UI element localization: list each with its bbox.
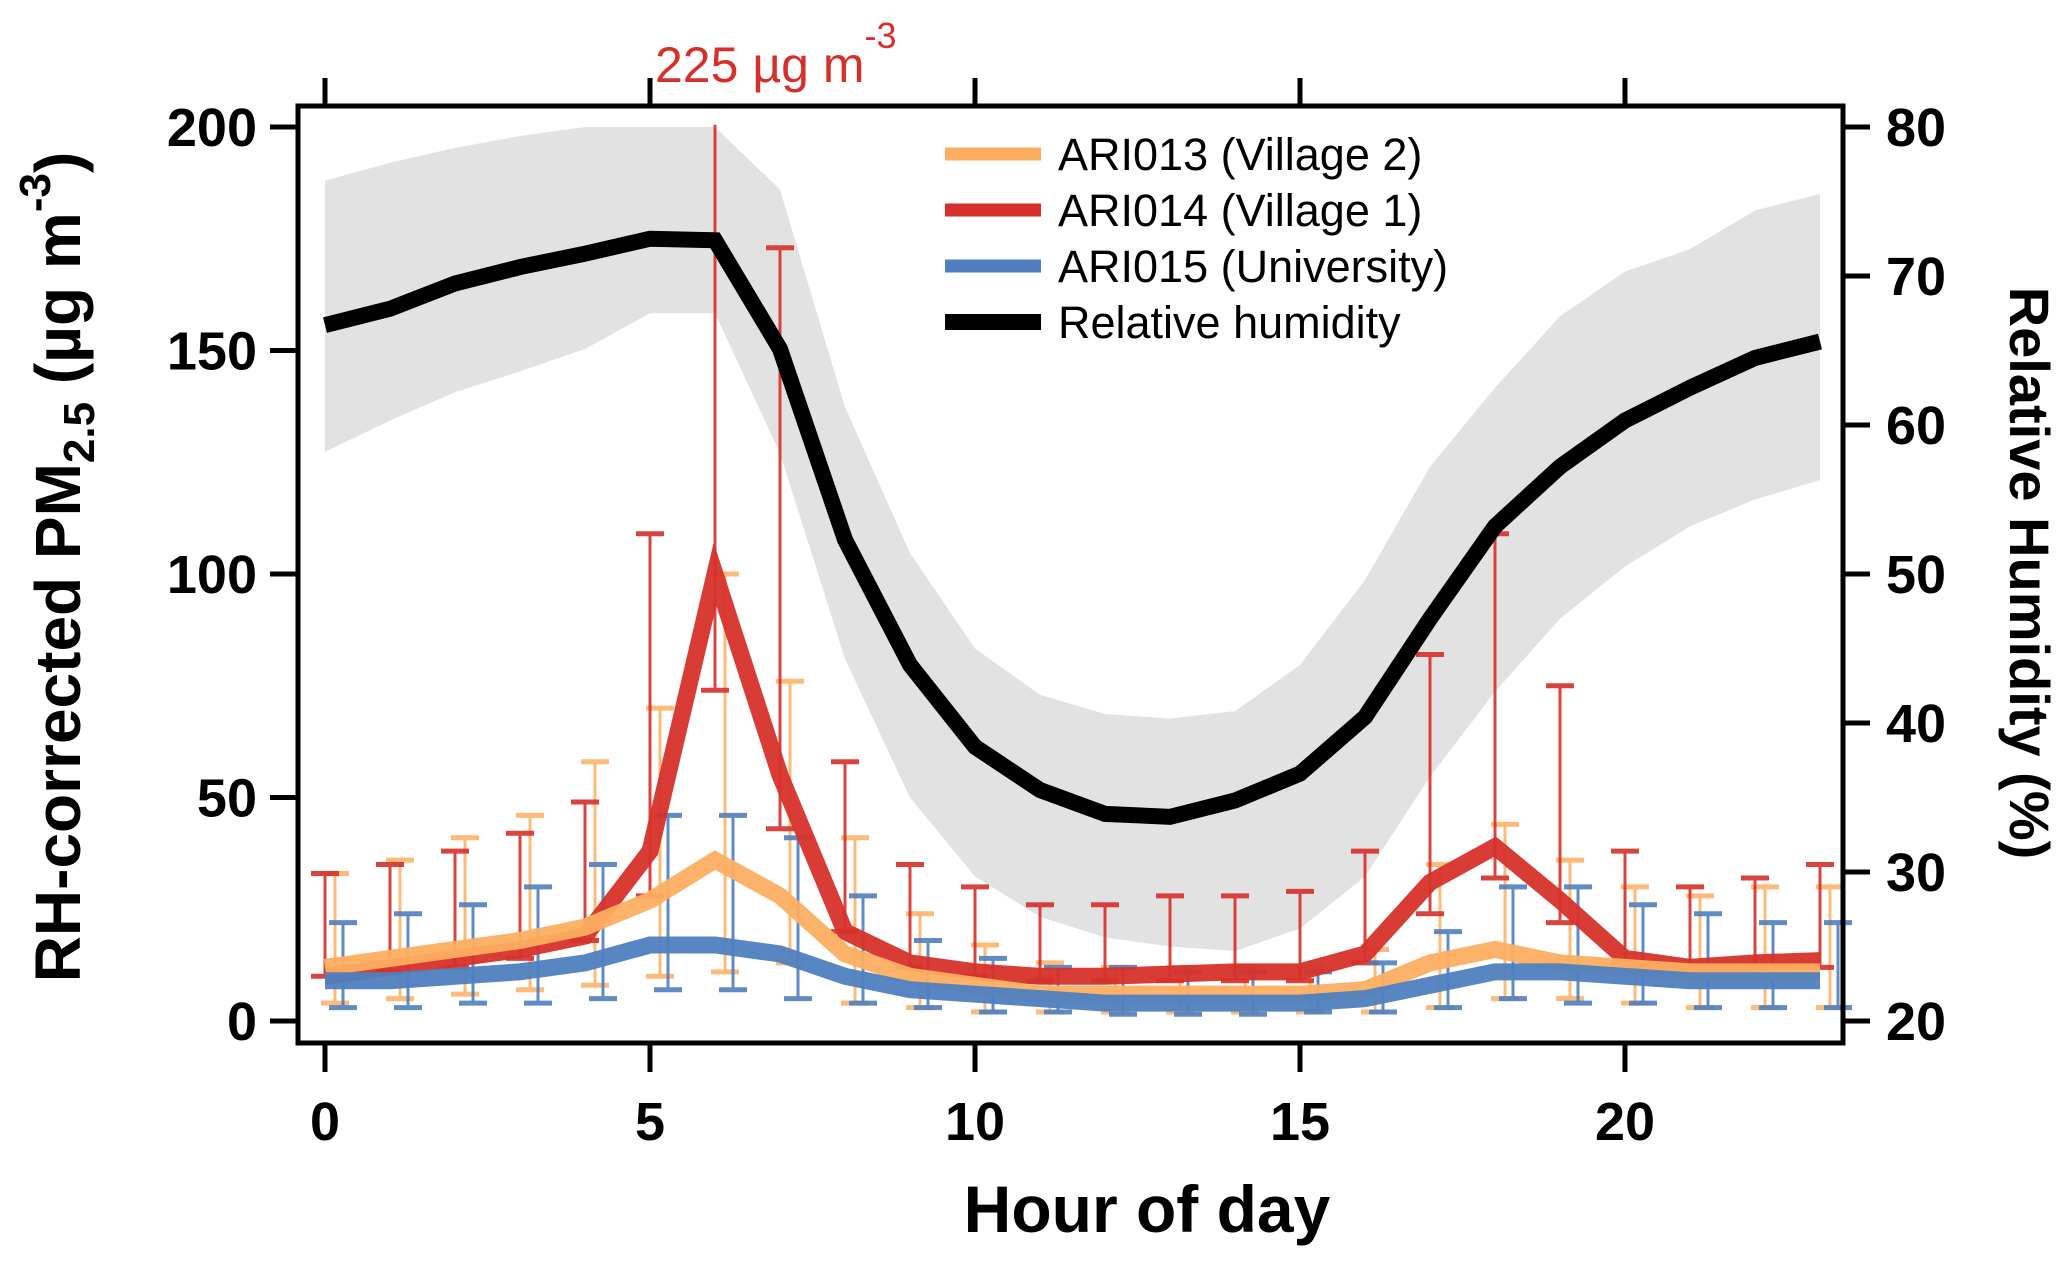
legend-item: ARI015 (University) xyxy=(945,241,1448,292)
error-bar xyxy=(1824,920,1852,1011)
series-line-relative xyxy=(323,230,1822,825)
legend-item: Relative humidity xyxy=(945,297,1401,348)
y2-tick-label: 40 xyxy=(1886,694,1946,754)
legend-item: ARI013 (Village 2) xyxy=(945,129,1422,180)
y2-tick-label: 70 xyxy=(1886,247,1946,307)
y-title-sub: 2.5 xyxy=(55,402,104,463)
rh-range-band xyxy=(325,127,1820,951)
y-title-sup: -3 xyxy=(11,173,60,212)
y2-axis-title: Relative Humidity (%) xyxy=(1998,287,2061,860)
y2-tick-label: 80 xyxy=(1886,98,1946,158)
error-bar xyxy=(1434,929,1462,1011)
error-bar xyxy=(589,862,617,1002)
legend-label: ARI015 (University) xyxy=(1058,241,1448,292)
y-tick-label: 200 xyxy=(167,98,257,158)
error-bar xyxy=(1416,651,1444,917)
y-tick-label: 150 xyxy=(167,322,257,382)
annotation-text: 225 µg m xyxy=(655,37,864,93)
x-tick-label: 5 xyxy=(635,1092,665,1152)
y2-tick-label: 50 xyxy=(1886,545,1946,605)
y2-tick-label: 60 xyxy=(1886,396,1946,456)
series-line-ari014 xyxy=(323,542,1821,985)
error-bar xyxy=(719,812,747,993)
annotation-sup: -3 xyxy=(864,15,896,56)
legend-label: ARI013 (Village 2) xyxy=(1058,129,1422,180)
x-tick-label: 0 xyxy=(310,1092,340,1152)
legend-label: ARI014 (Village 1) xyxy=(1058,185,1422,236)
x-tick-label: 10 xyxy=(945,1092,1005,1152)
y-title-close: ) xyxy=(22,152,94,173)
y-tick-label: 50 xyxy=(197,769,257,829)
y-tick-label: 0 xyxy=(227,992,257,1052)
y-axis-title: RH-corrected PM2.5 (µg m-3) xyxy=(11,152,104,983)
annotation-225: 225 µg m-3 xyxy=(655,15,897,93)
y-title-main: RH-corrected PM xyxy=(22,463,94,982)
series-line-layer xyxy=(323,230,1822,1012)
legend-label: Relative humidity xyxy=(1058,297,1401,348)
x-axis-title: Hour of day xyxy=(964,1172,1331,1246)
legend: ARI013 (Village 2)ARI014 (Village 1)ARI0… xyxy=(945,129,1448,348)
x-tick-label: 15 xyxy=(1270,1092,1330,1152)
error-bar xyxy=(1546,683,1574,926)
y-tick-label: 100 xyxy=(167,545,257,605)
y2-tick-label: 30 xyxy=(1886,843,1946,903)
error-bar-layer xyxy=(311,124,1852,1017)
x-tick-label: 20 xyxy=(1595,1092,1655,1152)
series-line-ari015 xyxy=(325,936,1820,1012)
y-title-unit: (µg m xyxy=(22,212,94,402)
y2-tick-label: 20 xyxy=(1886,992,1946,1052)
legend-item: ARI014 (Village 1) xyxy=(945,185,1422,236)
rh-band-layer xyxy=(325,127,1820,951)
